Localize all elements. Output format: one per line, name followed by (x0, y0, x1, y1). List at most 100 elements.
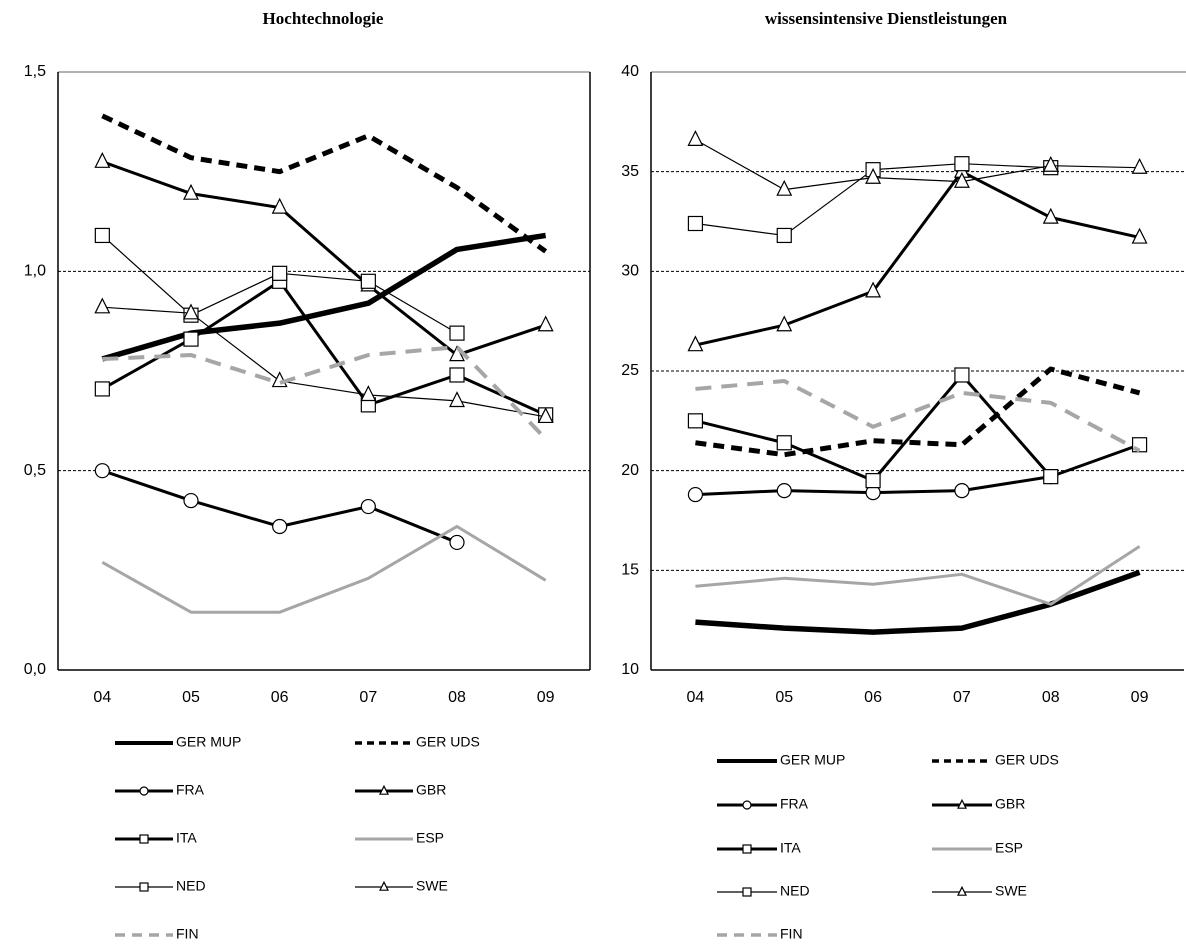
series-line (102, 345, 548, 441)
point-marker (449, 391, 465, 408)
x-tick-label: 09 (537, 689, 555, 706)
point-marker (1131, 157, 1148, 174)
series-line (102, 306, 546, 418)
point-marker (776, 483, 792, 499)
series-line (695, 373, 1141, 483)
series-line (695, 545, 1141, 606)
point-marker (687, 215, 704, 232)
legend-marker (139, 834, 149, 844)
series-line (101, 279, 547, 417)
legend-label: GER MUP (780, 752, 845, 768)
x-tick-label: 09 (1131, 689, 1149, 706)
y-tick-label: 35 (621, 163, 639, 180)
legend-marker (742, 800, 752, 810)
legend-label: FRA (780, 796, 809, 812)
series-line (695, 378, 1141, 453)
legend-marker (957, 798, 967, 809)
legend-marker (742, 844, 752, 854)
point-marker (1131, 227, 1148, 244)
legend-label: GBR (416, 782, 446, 798)
x-tick-label: 06 (864, 689, 882, 706)
point-marker (271, 197, 288, 214)
y-tick-label: 0,5 (24, 462, 46, 479)
legend-label: NED (780, 883, 810, 899)
point-marker (360, 498, 376, 515)
point-marker (954, 483, 970, 499)
point-marker (687, 130, 704, 146)
series-line (695, 569, 1141, 635)
point-marker (953, 171, 970, 188)
x-tick-label: 04 (687, 689, 705, 706)
point-marker (865, 167, 882, 184)
point-marker (687, 486, 704, 503)
point-marker (272, 265, 288, 281)
chart-title: wissensintensive Dienstleistungen (765, 9, 1008, 28)
point-marker (272, 518, 288, 535)
x-tick-label: 06 (271, 689, 289, 706)
y-tick-label: 15 (621, 562, 639, 579)
series-line (695, 366, 1141, 458)
legend-marker (742, 887, 752, 897)
legend-label: FIN (780, 926, 803, 942)
point-marker (94, 151, 111, 168)
legend-label: GER UDS (416, 734, 480, 750)
point-marker (183, 183, 199, 200)
y-tick-label: 30 (621, 263, 639, 280)
point-marker (537, 315, 554, 332)
y-tick-label: 0,0 (24, 661, 46, 678)
series-line (101, 232, 547, 362)
x-tick-label: 07 (359, 689, 377, 706)
point-marker (183, 303, 199, 320)
legend-marker (379, 784, 389, 795)
point-marker (360, 273, 376, 289)
point-marker (183, 331, 199, 347)
x-tick-label: 05 (775, 689, 793, 706)
y-tick-label: 1,5 (24, 63, 46, 80)
point-marker (776, 315, 793, 332)
series-line (101, 524, 547, 614)
point-marker (954, 156, 970, 172)
point-marker (687, 413, 704, 429)
legend-label: ESP (995, 840, 1023, 856)
legend-label: SWE (995, 883, 1027, 899)
point-marker (449, 534, 465, 551)
x-tick-label: 07 (953, 689, 971, 706)
y-tick-label: 20 (621, 462, 639, 479)
legend-marker (379, 880, 389, 891)
point-marker (776, 179, 793, 196)
series-line (695, 139, 1140, 191)
point-marker (687, 335, 704, 352)
x-tick-label: 08 (448, 689, 466, 706)
x-tick-label: 05 (182, 689, 200, 706)
y-tick-label: 1,0 (24, 263, 46, 280)
point-marker (1043, 469, 1059, 485)
point-marker (449, 345, 465, 362)
point-marker (94, 463, 110, 479)
point-marker (954, 367, 970, 383)
series-line (101, 160, 547, 357)
legend-label: NED (176, 878, 206, 894)
legend-label: FRA (176, 782, 205, 798)
legend-label: GER MUP (176, 734, 241, 750)
legend-marker (139, 786, 149, 796)
point-marker (865, 473, 881, 489)
point-marker (449, 325, 465, 341)
point-marker (865, 281, 882, 298)
point-marker (183, 492, 199, 509)
point-marker (776, 435, 792, 451)
point-marker (449, 367, 465, 383)
legend-label: GBR (995, 796, 1025, 812)
legend-label: GER UDS (995, 752, 1059, 768)
series-line (695, 170, 1140, 347)
point-marker (94, 227, 110, 244)
point-marker (94, 297, 111, 314)
legend-label: ITA (780, 840, 801, 856)
point-marker (94, 381, 110, 397)
point-marker (537, 407, 554, 424)
legend-label: ESP (416, 830, 444, 846)
point-marker (1042, 155, 1059, 172)
point-marker (776, 227, 792, 244)
x-tick-label: 04 (93, 689, 111, 706)
y-tick-label: 10 (621, 661, 639, 678)
